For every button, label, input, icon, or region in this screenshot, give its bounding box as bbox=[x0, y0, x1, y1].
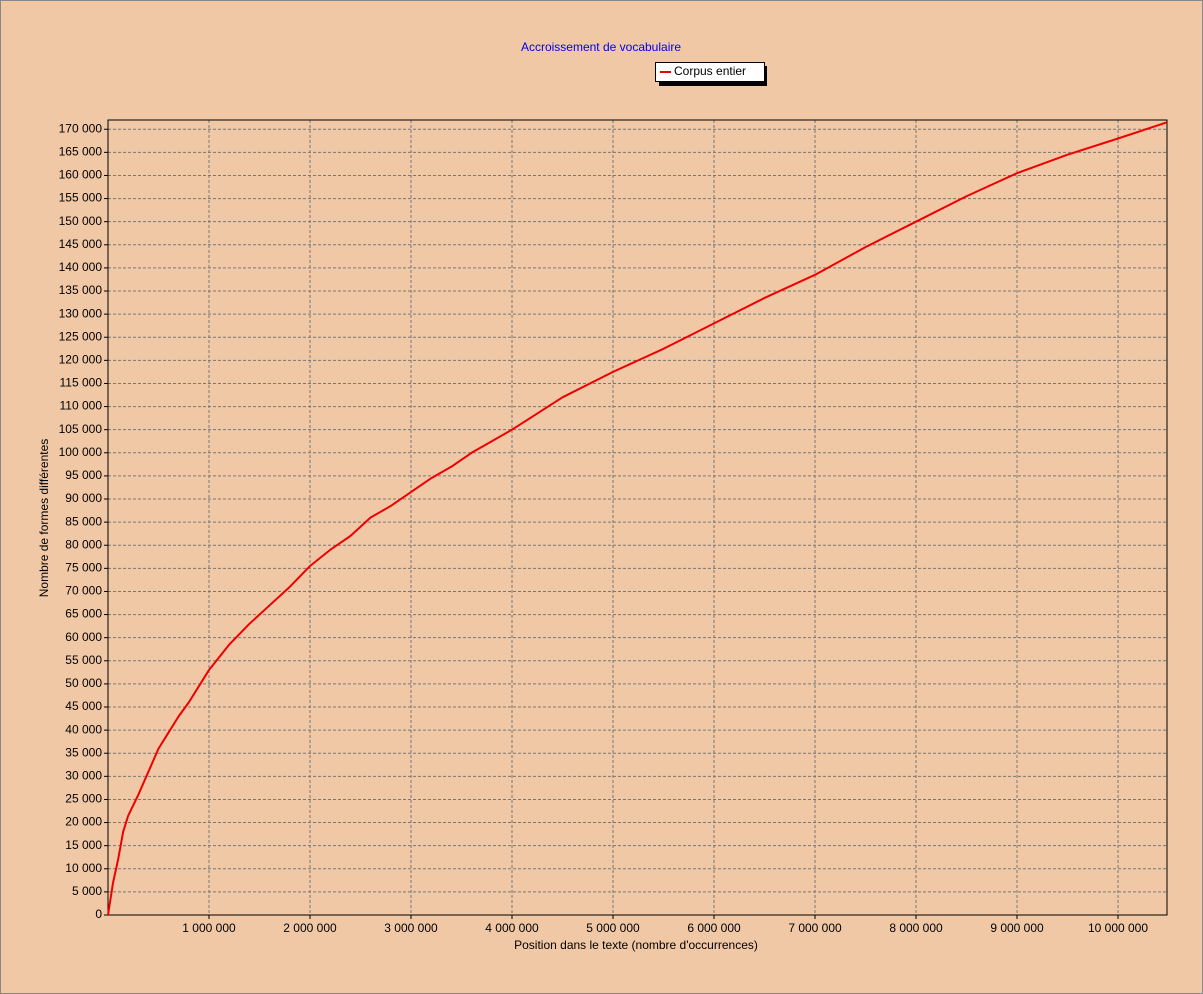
y-tick-label: 35 000 bbox=[65, 745, 102, 759]
y-tick-label: 135 000 bbox=[59, 283, 103, 297]
y-tick-label: 25 000 bbox=[65, 792, 102, 806]
y-tick-label: 50 000 bbox=[65, 676, 102, 690]
y-tick-label: 130 000 bbox=[59, 306, 103, 320]
x-tick-label: 4 000 000 bbox=[485, 921, 539, 935]
y-tick-label: 0 bbox=[95, 907, 102, 921]
y-tick-label: 70 000 bbox=[65, 584, 102, 598]
y-tick-label: 125 000 bbox=[59, 329, 103, 343]
y-tick-label: 110 000 bbox=[60, 399, 103, 413]
y-tick-label: 80 000 bbox=[65, 537, 102, 551]
y-tick-label: 85 000 bbox=[65, 514, 102, 528]
x-axis-label: Position dans le texte (nombre d'occurre… bbox=[514, 938, 758, 952]
y-tick-label: 10 000 bbox=[65, 861, 102, 875]
y-tick-label: 165 000 bbox=[59, 145, 103, 159]
x-tick-label: 3 000 000 bbox=[384, 921, 438, 935]
x-tick-label: 1 000 000 bbox=[182, 921, 236, 935]
y-tick-label: 30 000 bbox=[65, 769, 102, 783]
y-tick-label: 150 000 bbox=[59, 214, 103, 228]
legend-label: Corpus entier bbox=[674, 64, 746, 78]
y-tick-label: 40 000 bbox=[65, 722, 102, 736]
y-tick-label: 140 000 bbox=[59, 260, 103, 274]
y-tick-label: 170 000 bbox=[59, 121, 103, 135]
data-line bbox=[107, 121, 1168, 916]
y-tick-label: 100 000 bbox=[59, 445, 103, 459]
y-tick-label: 15 000 bbox=[65, 838, 102, 852]
y-tick-label: 20 000 bbox=[65, 815, 102, 829]
y-tick-label: 95 000 bbox=[65, 468, 102, 482]
y-tick-label: 60 000 bbox=[65, 630, 102, 644]
y-tick-label: 75 000 bbox=[65, 561, 102, 575]
y-tick-label: 145 000 bbox=[59, 237, 103, 251]
x-tick-label: 10 000 000 bbox=[1088, 921, 1148, 935]
y-tick-label: 55 000 bbox=[65, 653, 102, 667]
x-tick-label: 2 000 000 bbox=[283, 921, 337, 935]
y-tick-label: 115 000 bbox=[60, 376, 103, 390]
x-tick-label: 5 000 000 bbox=[586, 921, 640, 935]
plot-frame bbox=[107, 119, 1168, 916]
y-tick-label: 90 000 bbox=[65, 491, 102, 505]
y-tick-label: 120 000 bbox=[59, 353, 103, 367]
chart-title: Accroissement de vocabulaire bbox=[521, 40, 681, 54]
y-tick-label: 65 000 bbox=[65, 607, 102, 621]
y-tick-label: 160 000 bbox=[59, 168, 103, 182]
legend bbox=[655, 62, 765, 82]
x-tick-label: 6 000 000 bbox=[687, 921, 741, 935]
y-tick-label: 155 000 bbox=[59, 191, 103, 205]
x-tick-label: 7 000 000 bbox=[788, 921, 842, 935]
x-tick-label: 8 000 000 bbox=[889, 921, 943, 935]
y-axis-label: Nombre de formes différentes bbox=[37, 439, 51, 598]
y-tick-label: 5 000 bbox=[72, 884, 102, 898]
y-tick-label: 105 000 bbox=[59, 422, 103, 436]
x-tick-label: 9 000 000 bbox=[990, 921, 1044, 935]
y-tick-label: 45 000 bbox=[65, 699, 102, 713]
